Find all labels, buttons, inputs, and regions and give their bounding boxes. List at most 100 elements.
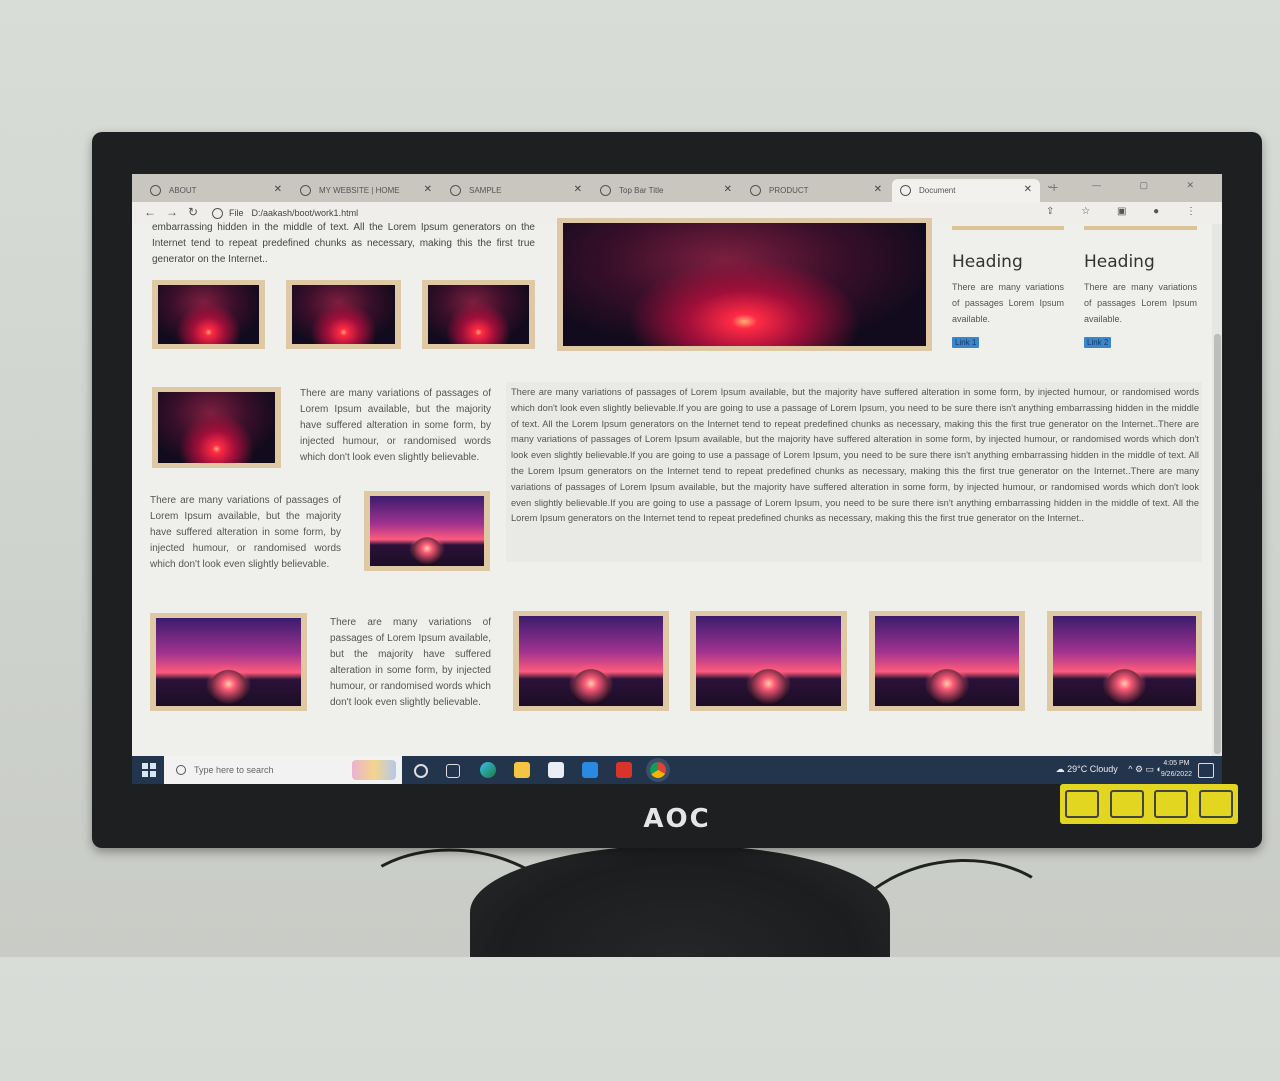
back-arrow-icon[interactable]: ← xyxy=(144,205,156,219)
monitor-brand-logo: AOC xyxy=(643,804,711,834)
monitor: ABOUT ✕ MY WEBSITE | HOME ✕ SAMPLE ✕ Top… xyxy=(92,132,1262,848)
globe-icon xyxy=(900,185,911,196)
side-paragraph: There are many variations of passages of… xyxy=(330,617,491,708)
reload-icon[interactable]: ↻ xyxy=(188,205,199,219)
browser-tab[interactable]: MY WEBSITE | HOME ✕ xyxy=(292,179,440,202)
close-icon[interactable]: ✕ xyxy=(423,184,432,195)
browser-tab[interactable]: Top Bar Title ✕ xyxy=(592,179,740,202)
long-paragraph: There are many variations of passages of… xyxy=(511,387,1199,524)
task-view-icon[interactable] xyxy=(446,764,460,778)
cloud-icon: ☁ xyxy=(1055,764,1068,774)
scrollbar-thumb[interactable] xyxy=(1214,334,1221,754)
sunset-tree-image xyxy=(563,223,926,346)
browser-tab[interactable]: PRODUCT ✕ xyxy=(742,179,890,202)
clock-time: 4:05 PM xyxy=(1163,760,1190,767)
wps-office-icon[interactable] xyxy=(616,762,632,778)
close-icon[interactable]: ✕ xyxy=(723,184,732,195)
window-controls[interactable]: ⌄ — ▢ ✕ xyxy=(1045,180,1212,190)
thumbnail xyxy=(286,280,401,349)
clock-date: 9/26/2022 xyxy=(1160,771,1192,778)
thumbnail xyxy=(1047,611,1202,711)
close-icon[interactable]: ✕ xyxy=(873,184,882,195)
tab-label: Top Bar Title xyxy=(619,186,664,195)
close-icon[interactable]: ✕ xyxy=(1023,184,1032,195)
monitor-stand xyxy=(470,845,890,957)
sunset-tree-image xyxy=(875,616,1019,706)
card-heading: Heading xyxy=(1084,252,1155,272)
card-accent xyxy=(952,226,1064,230)
sunset-tree-image xyxy=(158,285,259,344)
taskbar-search[interactable]: Type here to search xyxy=(164,756,402,784)
tab-label: MY WEBSITE | HOME xyxy=(319,186,400,195)
thumbnail xyxy=(364,491,490,571)
weather-text: 29°C Cloudy xyxy=(1067,764,1118,774)
sunset-tree-image xyxy=(1053,616,1196,706)
tab-label: Document xyxy=(919,186,956,195)
forward-arrow-icon[interactable]: → xyxy=(166,205,178,219)
search-highlight-image xyxy=(352,760,396,780)
close-icon[interactable]: ✕ xyxy=(573,184,582,195)
toolbar-icons[interactable]: ⇪ ☆ ▣ ● ⋮ xyxy=(1046,206,1208,217)
url-text: D:/aakash/boot/work1.html xyxy=(251,208,359,218)
sunset-tree-image xyxy=(428,285,529,344)
browser-tab[interactable]: SAMPLE ✕ xyxy=(442,179,590,202)
hero-image xyxy=(557,218,932,351)
close-icon[interactable]: ✕ xyxy=(273,184,282,195)
sunset-tree-image xyxy=(370,496,484,566)
search-icon xyxy=(176,765,186,775)
mail-icon[interactable] xyxy=(582,762,598,778)
thumbnail xyxy=(152,280,265,349)
card-accent xyxy=(1084,226,1197,230)
new-tab-button[interactable]: + xyxy=(1050,179,1059,195)
intro-paragraph: embarrassing hidden in the middle of tex… xyxy=(152,222,535,265)
browser-tab-active[interactable]: Document ✕ xyxy=(892,179,1040,202)
card-link[interactable]: Link 1 xyxy=(952,337,980,348)
system-tray-icons[interactable]: ^ ⚙ ▭ ◐ xyxy=(1128,764,1162,774)
tab-label: ABOUT xyxy=(169,186,197,195)
web-page: embarrassing hidden in the middle of tex… xyxy=(132,218,1222,756)
globe-icon xyxy=(750,185,761,196)
energy-label-sticker xyxy=(1060,784,1238,824)
taskbar: Type here to search ☁ 29°C Cloudy ^ ⚙ ▭ … xyxy=(132,756,1222,784)
globe-icon xyxy=(450,185,461,196)
cortana-icon[interactable] xyxy=(414,764,428,778)
info-icon xyxy=(212,207,223,219)
globe-icon xyxy=(600,185,611,196)
globe-icon xyxy=(150,185,161,196)
card-heading: Heading xyxy=(952,252,1023,272)
sunset-tree-image xyxy=(696,616,841,706)
notification-icon[interactable] xyxy=(1198,763,1214,778)
taskbar-clock[interactable]: 4:05 PM 9/26/2022 xyxy=(1161,758,1192,780)
scrollbar[interactable] xyxy=(1212,224,1222,756)
thumbnail xyxy=(152,387,281,468)
side-paragraph: There are many variations of passages of… xyxy=(150,495,341,570)
card-text: There are many variations of passages Lo… xyxy=(1084,282,1197,324)
card-link[interactable]: Link 2 xyxy=(1084,337,1112,348)
tab-label: SAMPLE xyxy=(469,186,502,195)
sunset-tree-image xyxy=(292,285,395,344)
globe-icon xyxy=(300,185,311,196)
url-prefix: File xyxy=(229,208,244,218)
long-text-panel xyxy=(506,382,1202,562)
side-paragraph: There are many variations of passages of… xyxy=(300,388,491,463)
browser-tab-bar: ABOUT ✕ MY WEBSITE | HOME ✕ SAMPLE ✕ Top… xyxy=(132,174,1222,202)
thumbnail xyxy=(869,611,1025,711)
weather-status[interactable]: ☁ 29°C Cloudy ^ ⚙ ▭ ◐ xyxy=(1056,764,1162,775)
sunset-tree-image xyxy=(158,392,275,463)
tab-label: PRODUCT xyxy=(769,186,809,195)
file-explorer-icon[interactable] xyxy=(514,762,530,778)
thumbnail xyxy=(150,613,307,711)
windows-start-icon[interactable] xyxy=(142,763,156,777)
edge-icon[interactable] xyxy=(480,762,496,778)
chrome-icon[interactable] xyxy=(650,762,666,778)
browser-tab[interactable]: ABOUT ✕ xyxy=(142,179,290,202)
sunset-tree-image xyxy=(519,616,663,706)
thumbnail xyxy=(422,280,535,349)
url-field[interactable]: File D:/aakash/boot/work1.html xyxy=(212,205,358,221)
card-text: There are many variations of passages Lo… xyxy=(952,282,1064,324)
store-icon[interactable] xyxy=(548,762,564,778)
search-placeholder: Type here to search xyxy=(194,765,274,775)
thumbnail xyxy=(513,611,669,711)
thumbnail xyxy=(690,611,847,711)
sunset-tree-image xyxy=(156,618,301,706)
